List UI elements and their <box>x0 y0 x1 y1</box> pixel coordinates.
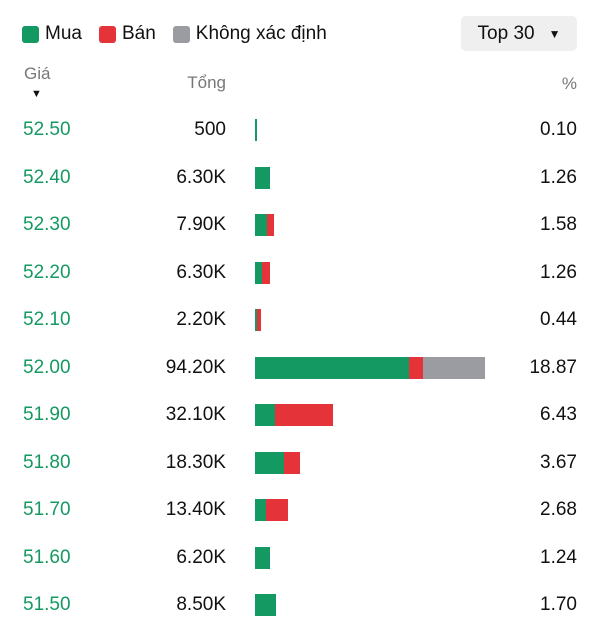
legend-sell-label: Bán <box>121 23 156 44</box>
sell-volume-segment <box>409 356 423 379</box>
buy-volume-segment <box>255 261 262 284</box>
total-volume-cell: 8.50K <box>176 594 226 615</box>
sell-volume-segment <box>261 261 271 284</box>
volume-bar <box>255 309 262 331</box>
total-column-header[interactable]: Tổng <box>187 73 226 92</box>
buy-volume-segment <box>255 499 266 521</box>
total-volume-cell: 2.20K <box>176 309 226 330</box>
caret-down-icon: ▼ <box>548 26 561 41</box>
total-volume-cell: 13.40K <box>165 499 226 520</box>
buy-volume-segment <box>255 451 285 474</box>
table-row[interactable]: 52.30 7.90K 1.58 <box>0 210 600 240</box>
volume-bar <box>255 214 275 236</box>
price-cell: 51.90 <box>23 404 71 425</box>
table-row[interactable]: 52.10 2.20K 0.44 <box>0 305 600 335</box>
price-cell: 51.70 <box>23 499 71 520</box>
volume-bar <box>255 166 271 189</box>
volume-bar <box>255 546 271 569</box>
table-row[interactable]: 51.90 32.10K 6.43 <box>0 400 600 430</box>
top-n-dropdown[interactable]: Top 30 ▼ <box>461 16 577 51</box>
legend: Mua Bán Không xác định <box>22 21 344 47</box>
percent-cell: 0.44 <box>540 309 577 330</box>
buy-volume-segment <box>255 546 271 569</box>
sell-volume-segment <box>257 309 262 331</box>
table-row[interactable]: 52.00 94.20K 18.87 <box>0 353 600 383</box>
volume-bar <box>255 451 300 474</box>
sell-swatch-icon <box>98 25 116 43</box>
buy-volume-segment <box>255 119 257 141</box>
sort-desc-icon[interactable]: ▼ <box>31 88 42 100</box>
buy-volume-segment <box>255 356 410 379</box>
price-cell: 52.10 <box>23 309 71 330</box>
buy-volume-segment <box>255 594 276 616</box>
legend-buy-label: Mua <box>45 23 82 44</box>
table-row[interactable]: 51.80 18.30K 3.67 <box>0 448 600 478</box>
legend-item-sell[interactable]: Bán <box>98 23 156 45</box>
total-volume-cell: 6.30K <box>176 166 226 188</box>
table-row[interactable]: 51.70 13.40K 2.68 <box>0 495 600 525</box>
total-volume-cell: 32.10K <box>165 404 226 425</box>
percent-cell: 18.87 <box>529 356 577 378</box>
table-row[interactable]: 52.50 500 0.10 <box>0 115 600 145</box>
percent-cell: 6.43 <box>540 404 577 425</box>
volume-bar <box>255 499 288 521</box>
percent-cell: 1.24 <box>540 546 577 568</box>
sell-volume-segment <box>265 499 288 521</box>
volume-bar <box>255 261 271 284</box>
buy-volume-segment <box>255 404 276 426</box>
percent-cell: 0.10 <box>540 119 577 140</box>
table-row[interactable]: 52.40 6.30K 1.26 <box>0 163 600 193</box>
price-cell: 52.30 <box>23 214 71 235</box>
total-volume-cell: 18.30K <box>165 451 226 473</box>
price-cell: 51.60 <box>23 546 71 568</box>
percent-cell: 3.67 <box>540 451 577 473</box>
buy-volume-segment <box>255 309 257 331</box>
total-volume-cell: 6.20K <box>176 546 226 568</box>
top-n-label: Top 30 <box>477 22 535 44</box>
percent-column-header[interactable]: % <box>561 74 577 93</box>
buy-volume-segment <box>255 214 267 236</box>
unknown-volume-segment <box>422 356 486 379</box>
buy-volume-segment <box>255 166 271 189</box>
total-volume-cell: 500 <box>194 119 226 140</box>
volume-bar <box>255 404 334 426</box>
sell-volume-segment <box>275 404 334 426</box>
volume-bar <box>255 119 257 141</box>
volume-bar <box>255 594 276 616</box>
sell-volume-segment <box>284 451 300 474</box>
price-cell: 51.80 <box>23 451 71 473</box>
price-cell: 52.20 <box>23 261 71 283</box>
table-row[interactable]: 51.60 6.20K 1.24 <box>0 543 600 573</box>
price-cell: 52.40 <box>23 166 71 188</box>
sell-volume-segment <box>266 214 275 236</box>
legend-item-unknown[interactable]: Không xác định <box>172 23 327 45</box>
percent-cell: 1.70 <box>540 594 577 615</box>
unknown-swatch-icon <box>172 25 190 43</box>
legend-unknown-label: Không xác định <box>195 23 327 44</box>
price-cell: 52.00 <box>23 356 71 378</box>
legend-item-buy[interactable]: Mua <box>22 23 82 45</box>
total-volume-cell: 94.20K <box>165 356 226 378</box>
percent-cell: 2.68 <box>540 499 577 520</box>
price-cell: 51.50 <box>23 594 71 615</box>
percent-cell: 1.26 <box>540 261 577 283</box>
volume-bar <box>255 356 486 379</box>
percent-cell: 1.26 <box>540 166 577 188</box>
price-cell: 52.50 <box>23 119 71 140</box>
buy-swatch-icon <box>22 25 39 43</box>
table-row[interactable]: 52.20 6.30K 1.26 <box>0 258 600 288</box>
price-column-header[interactable]: Giá <box>24 64 51 83</box>
total-volume-cell: 6.30K <box>176 261 226 283</box>
table-row[interactable]: 51.50 8.50K 1.70 <box>0 590 600 620</box>
percent-cell: 1.58 <box>540 214 577 235</box>
total-volume-cell: 7.90K <box>176 214 226 235</box>
